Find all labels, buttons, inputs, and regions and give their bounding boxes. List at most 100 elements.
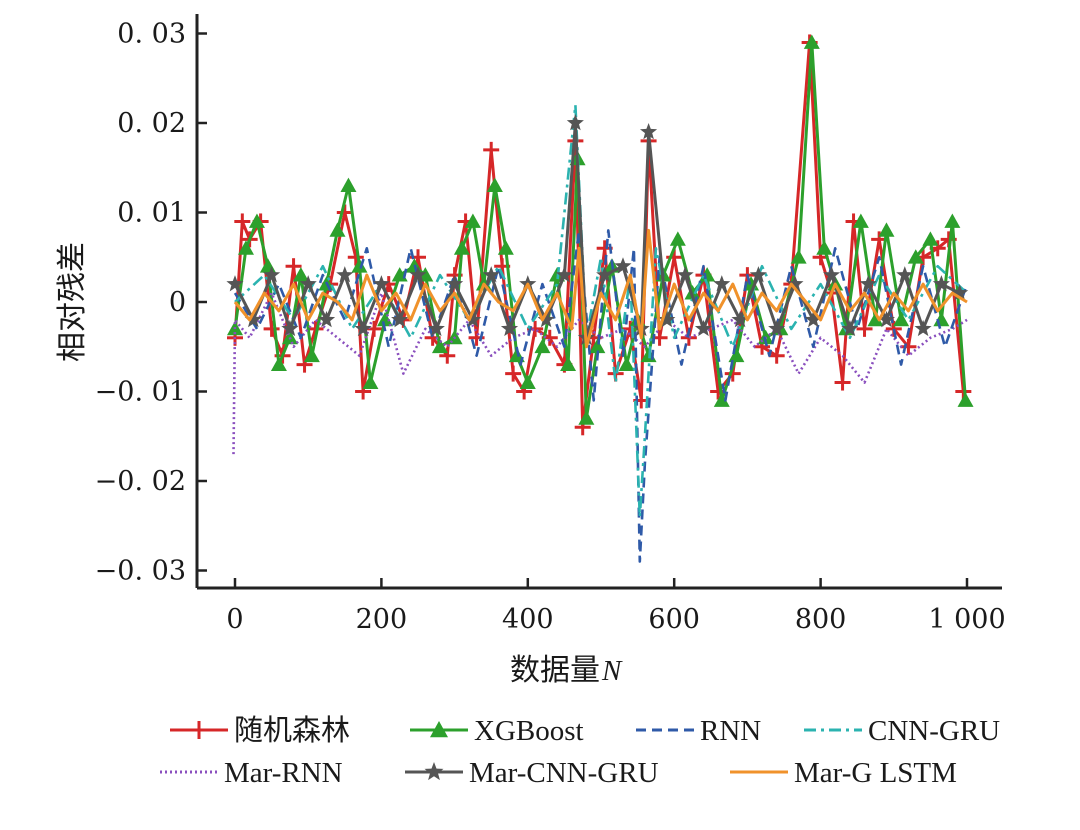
data-point <box>803 34 820 49</box>
y-tick-label: −0. 03 <box>95 556 186 587</box>
legend-label: Mar-CNN-GRU <box>469 757 659 789</box>
data-point <box>263 266 281 283</box>
data-point <box>614 257 632 274</box>
data-point <box>658 310 676 328</box>
data-point <box>676 266 694 283</box>
data-point <box>248 213 265 228</box>
legend-item: 随机森林 <box>170 713 350 747</box>
data-point <box>519 374 536 389</box>
data-point <box>486 177 503 193</box>
series-line <box>233 228 968 349</box>
data-point <box>856 320 873 337</box>
data-point <box>596 266 614 283</box>
legend-label: 随机森林 <box>234 713 350 747</box>
data-point <box>296 356 313 373</box>
x-tick-label: 200 <box>356 604 408 635</box>
data-point <box>852 213 869 228</box>
data-point <box>534 338 551 354</box>
data-point <box>713 275 731 292</box>
data-point <box>292 267 309 282</box>
legend-label: XGBoost <box>474 715 584 747</box>
data-point <box>303 347 320 363</box>
data-point <box>896 266 914 283</box>
data-point <box>900 338 917 355</box>
data-point <box>372 275 390 292</box>
data-point <box>409 266 427 283</box>
data-point <box>482 266 500 283</box>
data-point <box>749 266 767 283</box>
data-point <box>804 310 822 328</box>
data-point <box>431 338 448 354</box>
x-tick-label: 400 <box>502 604 554 635</box>
data-point <box>578 410 595 425</box>
data-point <box>877 310 895 328</box>
data-point <box>951 284 969 301</box>
data-point <box>914 319 932 337</box>
data-point <box>728 347 745 363</box>
data-point <box>566 114 584 131</box>
legend-item: Mar-G LSTM <box>730 757 957 789</box>
y-tick-label: 0. 02 <box>117 108 186 139</box>
data-point <box>427 319 445 337</box>
data-point <box>867 311 884 327</box>
data-point <box>354 319 372 337</box>
data-point <box>537 310 555 328</box>
ticks-layer: 0. 03 0. 02 0. 01 0 −0. 01 −0. 02 −0. 03 0 200 40… <box>95 19 1006 636</box>
data-point <box>618 356 635 372</box>
legend-item: Mar-RNN <box>160 757 343 789</box>
data-point <box>932 275 950 292</box>
data-point <box>834 374 851 391</box>
y-axis-title: 相对残差 <box>55 242 90 362</box>
data-point <box>790 249 807 264</box>
data-point <box>270 356 287 372</box>
data-point <box>922 231 939 246</box>
data-point <box>933 311 950 327</box>
data-point <box>453 240 470 255</box>
data-point <box>340 177 357 193</box>
data-point <box>263 320 280 337</box>
data-point <box>377 311 394 327</box>
data-point <box>439 347 456 364</box>
legend-label: CNN-GRU <box>868 715 1000 747</box>
data-point <box>244 310 262 328</box>
data-point <box>483 141 500 158</box>
legend: 随机森林 XGBoost RNN CNN-GRU Mar-RNN Mar-CNN-GRU M… <box>160 713 1000 789</box>
legend-label: RNN <box>700 715 761 747</box>
data-point <box>907 249 924 264</box>
data-point <box>446 275 464 292</box>
series-line <box>233 229 969 563</box>
data-point <box>694 319 712 337</box>
data-point <box>259 258 276 273</box>
legend-item: XGBoost <box>410 715 584 747</box>
legend-item: Mar-CNN-GRU <box>405 757 659 789</box>
x-tick-label: 0 <box>226 604 243 635</box>
data-point <box>355 383 372 400</box>
x-axis-title: 数据量 <box>510 653 600 688</box>
y-tick-label: −0. 02 <box>95 466 186 497</box>
y-tick-label: 0. 03 <box>117 19 186 50</box>
x-tick-label: 1 000 <box>928 604 1005 635</box>
data-point <box>713 392 730 407</box>
y-tick-label: 0 <box>169 287 186 318</box>
x-tick-label: 800 <box>795 604 847 635</box>
data-point <box>226 275 244 292</box>
data-point <box>893 311 910 327</box>
data-point <box>768 319 786 337</box>
data-point <box>589 338 606 354</box>
data-point <box>640 123 658 140</box>
y-tick-label: −0. 01 <box>95 377 186 408</box>
data-point <box>237 240 254 255</box>
data-point <box>336 204 353 221</box>
legend-marker <box>190 721 208 739</box>
data-point <box>555 266 573 283</box>
data-point <box>560 356 577 372</box>
legend-item: CNN-GRU <box>804 715 1000 747</box>
data-point <box>816 240 833 255</box>
data-point <box>336 266 354 283</box>
legend-marker <box>424 762 444 781</box>
data-point <box>505 365 522 382</box>
data-point <box>731 310 749 328</box>
data-point <box>768 347 785 364</box>
legend-label: Mar-G LSTM <box>794 757 957 789</box>
